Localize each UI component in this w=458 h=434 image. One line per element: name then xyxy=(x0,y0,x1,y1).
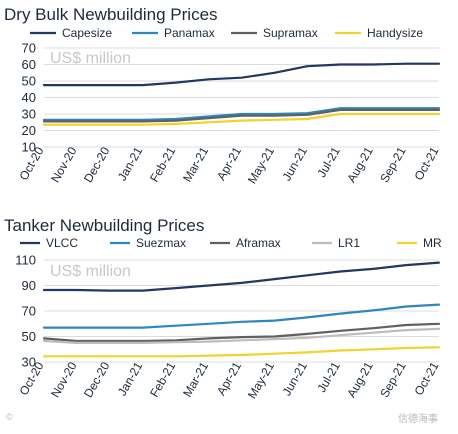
chart2-series-line-mr xyxy=(42,346,441,358)
chart2-ytick-label: 90 xyxy=(22,278,36,293)
watermark-right: 信德海事 xyxy=(398,414,438,425)
chart1-xtick-label: May-21 xyxy=(245,144,277,186)
chart1-xtick-label: Jan-21 xyxy=(115,144,146,183)
watermark-left: © xyxy=(6,412,13,422)
chart1-ytick-label: 70 xyxy=(22,41,36,56)
chart2-legend-label-mr: MR xyxy=(423,236,442,250)
chart2-ytick-label: 50 xyxy=(22,329,36,344)
chart2-ytick-label: 110 xyxy=(15,253,36,268)
chart2-series-line-suezmax xyxy=(42,303,441,329)
chart1-ytick-label: 40 xyxy=(22,90,36,105)
chart1-legend-label-handysize: Handysize xyxy=(367,26,423,40)
chart2-xtick-label: Apr-21 xyxy=(214,359,244,397)
chart2-xtick-label: Aug-21 xyxy=(344,359,376,400)
chart1-title: Dry Bulk Newbuilding Prices xyxy=(4,5,218,24)
chart2-legend-label-aframax: Aframax xyxy=(236,236,281,250)
chart1-xtick-label: Jul-21 xyxy=(314,144,343,180)
chart2-xtick-label: Jun-21 xyxy=(279,359,310,398)
chart2-series-line-vlcc xyxy=(42,261,441,292)
chart2-xtick-label: Nov-20 xyxy=(48,359,80,400)
chart1-series-line-panamax xyxy=(42,107,441,121)
chart1-ytick-label: 20 xyxy=(22,123,36,138)
chart1-xtick-label: Apr-21 xyxy=(214,144,244,182)
chart1-xtick-label: Feb-21 xyxy=(147,144,178,184)
chart2-xtick-label: Mar-21 xyxy=(180,359,211,399)
chart2-ytick-label: 30 xyxy=(22,355,36,370)
chart1-legend-label-supramax: Supramax xyxy=(263,26,318,40)
chart1-series-line-capesize xyxy=(42,62,441,87)
chart1-xtick-label: Sep-21 xyxy=(377,144,409,185)
chart1-unit-label: US$ million xyxy=(50,50,131,67)
chart1-xtick-label: Dec-20 xyxy=(81,144,113,185)
chart2-unit-label: US$ million xyxy=(50,263,131,280)
chart2-xtick-label: Feb-21 xyxy=(147,359,178,399)
chart1-ytick-label: 30 xyxy=(22,107,36,122)
chart2-xtick-label: Oct-21 xyxy=(411,359,441,397)
chart2-xtick-label: Sep-21 xyxy=(377,359,409,400)
chart1-ytick-label: 60 xyxy=(22,57,36,72)
chart1-ytick-label: 50 xyxy=(22,74,36,89)
chart1-xtick-label: Aug-21 xyxy=(344,144,376,185)
chart2-series-line-lr1 xyxy=(42,327,441,344)
chart2-ytick-label: 70 xyxy=(22,304,36,319)
chart2-xtick-label: Jul-21 xyxy=(314,359,343,395)
chart1-series-line-handysize xyxy=(42,112,441,126)
chart2-legend-label-lr1: LR1 xyxy=(338,236,360,250)
chart1-xtick-label: Nov-20 xyxy=(48,144,80,185)
chart1-xtick-label: Oct-21 xyxy=(411,144,441,182)
chart2-legend-label-suezmax: Suezmax xyxy=(136,236,186,250)
chart1-ytick-label: 10 xyxy=(22,140,36,155)
chart2-legend-label-vlcc: VLCC xyxy=(46,236,78,250)
chart1-legend-label-capesize: Capesize xyxy=(62,26,112,40)
chart2-xtick-label: Jan-21 xyxy=(115,359,146,398)
chart1-legend-label-panamax: Panamax xyxy=(164,26,215,40)
chart1-xtick-label: Jun-21 xyxy=(279,144,310,183)
chart2-series-line-aframax xyxy=(42,322,441,343)
chart1-xtick-label: Mar-21 xyxy=(180,144,211,184)
chart1-series-line-supramax xyxy=(42,108,441,123)
chart2-xtick-label: May-21 xyxy=(245,359,277,401)
chart2-xtick-label: Dec-20 xyxy=(81,359,113,400)
chart2-title: Tanker Newbuilding Prices xyxy=(4,216,204,235)
